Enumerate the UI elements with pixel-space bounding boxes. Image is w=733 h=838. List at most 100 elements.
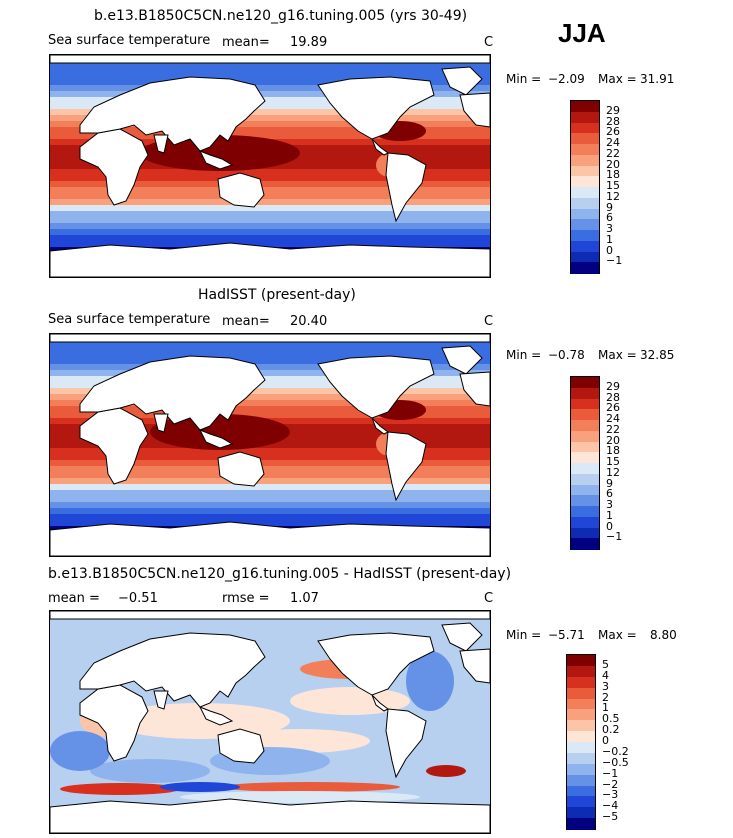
sst-map-obs — [49, 333, 491, 557]
sst-map-model — [49, 54, 491, 278]
landmass — [385, 431, 427, 502]
colorbar-swatch — [571, 262, 599, 274]
landmass — [198, 150, 234, 170]
colorbar-swatch — [571, 133, 599, 145]
temperature-band — [50, 79, 490, 86]
anomaly-region — [426, 765, 466, 777]
colorbar-swatch — [571, 197, 599, 209]
temperature-band — [50, 175, 490, 182]
colorbar-tick-label: 15 — [606, 179, 620, 192]
colorbar-tick-label: 24 — [606, 136, 620, 149]
temperature-band — [50, 358, 490, 365]
landmass — [317, 632, 435, 696]
landmass — [371, 138, 389, 156]
temperature-band — [50, 352, 490, 359]
colorbar-tick-label: 29 — [606, 379, 620, 393]
colorbar-tick-label: 2 — [602, 690, 609, 704]
colorbar-obs — [570, 376, 600, 550]
temperature-band — [50, 97, 490, 104]
colorbar-tick-label: 0.5 — [602, 712, 620, 726]
landmass — [441, 345, 483, 375]
temperature-band — [50, 472, 490, 479]
max-value-obs: 32.85 — [640, 348, 675, 362]
temperature-band — [50, 205, 490, 212]
colorbar-diff — [566, 654, 596, 830]
colorbar-swatch — [571, 122, 599, 134]
rmse-label-diff: rmse = — [222, 591, 270, 606]
colorbar-tick-label: 29 — [606, 103, 620, 117]
colorbar-tick-label: 1 — [606, 232, 613, 246]
colorbar-tick-label: 0 — [602, 734, 609, 747]
landmass — [50, 521, 490, 556]
colorbar-swatch — [571, 463, 599, 475]
temperature-band — [50, 460, 490, 467]
landmass — [198, 429, 234, 449]
temperature-band — [50, 466, 490, 473]
temperature-band — [50, 133, 490, 140]
temperature-band — [50, 211, 490, 218]
colorbar-swatch — [567, 687, 595, 699]
colorbar-swatch — [567, 709, 595, 721]
colorbar-swatch — [571, 441, 599, 453]
colorbar-tick-label: 22 — [606, 146, 620, 160]
colorbar-tick-label: 6 — [606, 211, 613, 225]
colorbar-swatch — [571, 473, 599, 485]
temperature-band — [50, 478, 490, 485]
colorbar-tick-label: 20 — [606, 157, 620, 171]
colorbar-tick-label: −0.2 — [602, 744, 629, 758]
temperature-band — [50, 103, 490, 110]
colorbar-tick-label: 0.2 — [602, 723, 620, 737]
min-value-obs: −0.78 — [548, 348, 585, 362]
colorbar-tick-label: −1 — [606, 254, 623, 268]
anomaly-region — [406, 651, 454, 711]
colorbar-swatch — [571, 538, 599, 550]
temperature-band — [50, 115, 490, 122]
landmass — [459, 92, 490, 128]
mean-label-diff: mean = — [48, 591, 100, 606]
colorbar-swatch — [571, 430, 599, 442]
temperature-band — [50, 412, 490, 419]
max-value-diff: 8.80 — [650, 628, 677, 642]
colorbar-tick-label: 3 — [606, 498, 613, 511]
season-label: JJA — [558, 18, 606, 48]
colorbar-swatch — [567, 676, 595, 689]
temperature-band — [50, 502, 490, 509]
colorbar-tick-label: 26 — [606, 125, 620, 139]
temperature-band — [50, 364, 490, 371]
colorbar-tick-label: 1 — [606, 508, 613, 522]
anomaly-region — [220, 782, 400, 792]
mean-label-model: mean= — [222, 35, 270, 50]
colorbar-swatch — [571, 409, 599, 421]
colorbar-swatch — [567, 720, 595, 732]
temperature-band — [50, 223, 490, 230]
colorbar-swatch — [571, 240, 599, 252]
temperature-band — [50, 109, 490, 116]
colorbar-swatch — [567, 665, 595, 678]
units-model: C — [484, 35, 494, 50]
colorbar-swatch — [571, 387, 599, 399]
colorbar-swatch — [567, 818, 595, 830]
temperature-band — [50, 199, 490, 206]
temperature-band — [50, 91, 490, 98]
landmass — [385, 152, 427, 223]
landmass — [459, 648, 490, 684]
temperature-band — [50, 85, 490, 92]
temperature-band — [50, 241, 490, 248]
min-value-model: −2.09 — [548, 72, 585, 86]
colorbar-swatch — [571, 516, 599, 528]
colorbar-tick-label: 4 — [602, 668, 609, 682]
temperature-band — [50, 229, 490, 236]
temperature-band — [50, 181, 490, 188]
temperature-band — [50, 454, 490, 461]
temperature-band — [50, 496, 490, 503]
landmass — [79, 128, 149, 206]
landmass — [50, 55, 490, 64]
colorbar-swatch — [571, 219, 599, 231]
landmass — [459, 371, 490, 407]
temperature-band — [50, 400, 490, 407]
temperature-band — [50, 376, 490, 383]
colorbar-tick-label: −0.5 — [602, 755, 629, 769]
colorbar-tick-label: 15 — [606, 455, 620, 468]
colorbar-tick-label: 12 — [606, 189, 620, 203]
temperature-band — [50, 61, 490, 68]
